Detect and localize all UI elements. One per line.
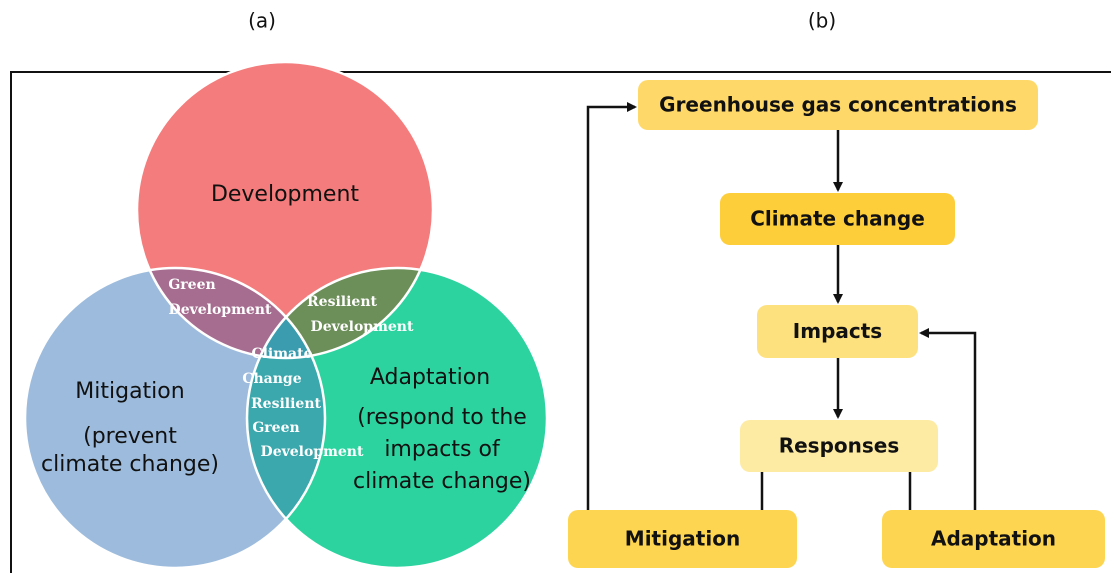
set-label: climate change)	[353, 469, 531, 494]
set-label: Mitigation	[75, 379, 184, 404]
flow-node	[638, 80, 1038, 130]
set-label: (respond to the	[357, 405, 527, 430]
overlap-label: Change	[242, 371, 301, 387]
set-label: (prevent	[83, 424, 177, 449]
overlap-label: Green	[168, 277, 215, 293]
overlap-label: Development	[169, 302, 272, 318]
set-label: Adaptation	[370, 365, 490, 390]
flow-arrows	[586, 102, 977, 510]
flow-node-label: Responses	[779, 434, 900, 458]
overlap-label: Resilient	[251, 396, 321, 412]
venn	[23, 60, 549, 570]
overlap-label: Development	[261, 444, 364, 460]
flow-node	[720, 193, 955, 245]
flow-node-label: Climate change	[750, 207, 925, 231]
overlap-dm	[137, 268, 325, 358]
flow-node	[757, 305, 918, 358]
overlap-label: Climate	[251, 346, 312, 362]
set-label: climate change)	[41, 452, 219, 477]
flow-node-label: Greenhouse gas concentrations	[659, 93, 1017, 117]
panel-label: (b)	[808, 9, 836, 33]
overlap-label: Green	[252, 420, 299, 436]
overlap-da	[247, 268, 433, 358]
panel-label: (a)	[248, 9, 276, 33]
overlap-label: Development	[311, 319, 414, 335]
set-label: Development	[211, 182, 359, 207]
flow-node	[568, 510, 797, 568]
set-label: impacts of	[384, 437, 501, 462]
flow-node-label: Mitigation	[625, 527, 740, 551]
frame	[10, 71, 1111, 573]
flow-node-label: Adaptation	[931, 527, 1056, 551]
overlap-label: Resilient	[307, 294, 377, 310]
flow-node-label: Impacts	[793, 319, 882, 343]
flow-node	[882, 510, 1105, 568]
flow-node	[740, 420, 938, 472]
